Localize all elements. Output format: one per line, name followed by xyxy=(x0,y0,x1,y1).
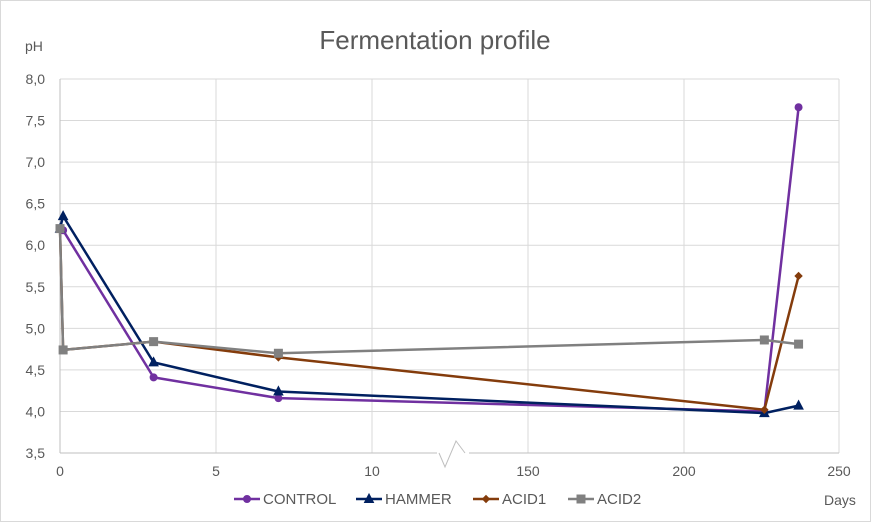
series-acid2 xyxy=(55,224,804,358)
y-tick-label: 7,0 xyxy=(26,154,46,170)
data-point xyxy=(57,210,69,221)
data-point xyxy=(273,348,283,358)
legend-label: HAMMER xyxy=(385,491,452,508)
data-point xyxy=(794,103,803,112)
data-point xyxy=(363,492,375,503)
legend-item-acid1: ACID1 xyxy=(473,491,546,508)
data-point xyxy=(243,495,251,503)
y-tick-label: 4,0 xyxy=(26,403,46,419)
series-hammer xyxy=(54,210,804,418)
series-line xyxy=(58,228,800,412)
x-tick-label: 150 xyxy=(516,463,540,479)
series-acid1 xyxy=(55,224,803,414)
y-tick-label: 7,5 xyxy=(26,113,46,129)
y-axis-label: pH xyxy=(25,38,43,54)
legend-label: ACID1 xyxy=(502,491,546,508)
y-tick-label: 8,0 xyxy=(26,71,46,87)
data-point xyxy=(760,405,769,414)
data-point xyxy=(55,224,65,234)
y-tick-label: 3,5 xyxy=(26,445,46,461)
axis-break-marker xyxy=(438,440,466,469)
grid xyxy=(59,78,840,454)
data-point xyxy=(274,394,283,403)
x-tick-label: 5 xyxy=(212,463,220,479)
tick-labels: 3,5 4,0 4,5 5,0 5,5 6,0 6,5 7,0 7,5 8,0 0 5 10 150 200… xyxy=(26,71,851,479)
data-point xyxy=(793,399,804,410)
x-tick-label: 250 xyxy=(827,463,851,479)
legend-label: ACID2 xyxy=(597,491,641,508)
data-point xyxy=(149,373,158,382)
data-point xyxy=(148,356,159,367)
data-point xyxy=(273,385,284,396)
series-layer xyxy=(54,103,804,418)
chart-title: Fermentation profile xyxy=(319,25,550,55)
y-tick-label: 6,0 xyxy=(26,237,46,253)
legend-label: CONTROL xyxy=(263,491,336,508)
axis-break-mask xyxy=(437,437,469,469)
y-tick-label: 4,5 xyxy=(26,362,46,378)
series-control xyxy=(56,103,803,416)
data-point xyxy=(58,345,68,355)
series-line xyxy=(58,228,799,355)
legend: CONTROL HAMMER ACID1 ACID2 xyxy=(234,491,641,508)
y-tick-label: 6,5 xyxy=(26,196,46,212)
x-tick-label: 200 xyxy=(672,463,696,479)
data-point xyxy=(149,337,159,347)
legend-item-hammer: HAMMER xyxy=(356,491,452,508)
y-tick-label: 5,0 xyxy=(26,320,46,336)
data-point xyxy=(576,494,586,504)
x-tick-label: 0 xyxy=(56,463,64,479)
y-tick-label: 5,5 xyxy=(26,279,46,295)
data-point xyxy=(759,335,769,345)
data-point xyxy=(794,271,803,281)
x-tick-label: 10 xyxy=(364,463,380,479)
data-point xyxy=(794,339,804,349)
data-point xyxy=(481,494,491,504)
legend-item-acid2: ACID2 xyxy=(568,491,641,508)
x-axis-label: Days xyxy=(824,492,856,508)
legend-item-control: CONTROL xyxy=(234,491,336,508)
